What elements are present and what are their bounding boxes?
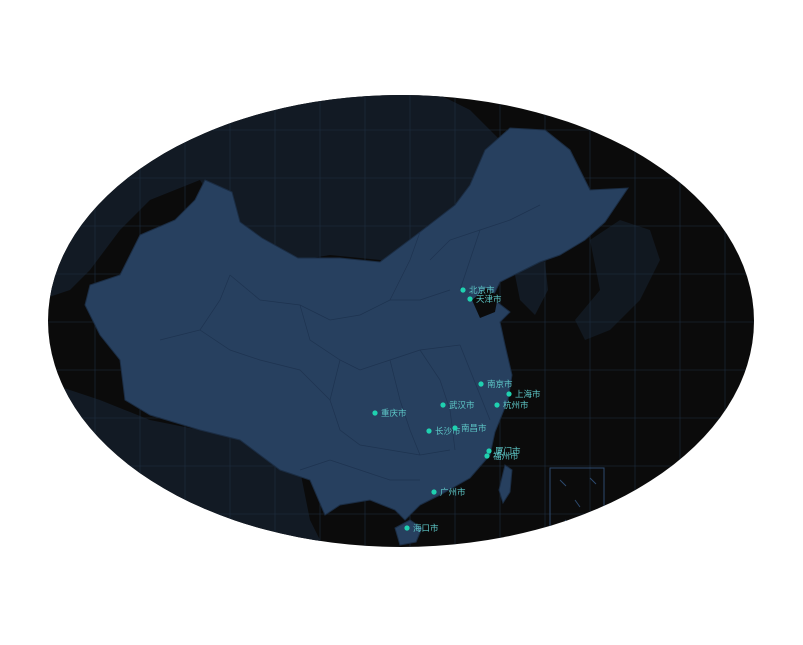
city-point-tianjin[interactable] [467,296,473,302]
city-label-hangzhou: 杭州市 [503,400,529,411]
city-marker-shanghai[interactable]: 上海市 [506,389,541,400]
city-label-haikou: 海口市 [413,523,439,534]
city-point-changsha[interactable] [426,428,432,434]
city-point-nanchang[interactable] [452,425,458,431]
city-label-fuzhou: 福州市 [493,451,519,462]
city-marker-haikou[interactable]: 海口市 [404,523,439,534]
city-point-xiamen[interactable] [486,448,492,454]
city-marker-changsha[interactable]: 长沙市 [426,426,461,437]
province-borders [159,204,541,481]
city-label-guangzhou: 广州市 [440,487,466,498]
inset-islands [559,477,597,526]
city-label-beijing: 北京市 [469,285,495,296]
city-label-changsha: 长沙市 [435,426,461,437]
city-marker-tianjin[interactable]: 天津市 [467,294,502,305]
city-marker-hangzhou[interactable]: 杭州市 [494,400,529,411]
city-point-shanghai[interactable] [506,391,512,397]
city-point-nanjing[interactable] [478,381,484,387]
city-label-chongqing: 重庆市 [381,408,407,419]
city-label-shanghai: 上海市 [515,389,541,400]
taiwan-island[interactable] [498,464,513,505]
city-marker-nanjing[interactable]: 南京市 [478,379,513,390]
hainan-island[interactable] [394,519,423,546]
city-label-nanchang: 南昌市 [461,423,487,434]
city-point-haikou[interactable] [404,525,410,531]
city-point-wuhan[interactable] [440,402,446,408]
city-label-xiamen: 厦门市 [495,446,521,457]
city-point-fuzhou[interactable] [484,453,490,459]
city-marker-fuzhou[interactable]: 福州市 [484,451,519,462]
city-label-tianjin: 天津市 [476,294,502,305]
city-point-guangzhou[interactable] [431,489,437,495]
city-point-hangzhou[interactable] [494,402,500,408]
city-label-nanjing: 南京市 [487,379,513,390]
city-marker-nanchang[interactable]: 南昌市 [452,423,487,434]
bohai-sea [472,288,498,318]
city-point-chongqing[interactable] [372,410,378,416]
city-marker-xiamen[interactable]: 厦门市 [486,446,521,457]
city-marker-chongqing[interactable]: 重庆市 [372,408,407,419]
city-marker-wuhan[interactable]: 武汉市 [440,400,475,411]
city-marker-guangzhou[interactable]: 广州市 [431,487,466,498]
neighbor-land [575,220,660,340]
city-marker-beijing[interactable]: 北京市 [460,285,495,296]
city-label-wuhan: 武汉市 [449,400,475,411]
city-point-beijing[interactable] [460,287,466,293]
